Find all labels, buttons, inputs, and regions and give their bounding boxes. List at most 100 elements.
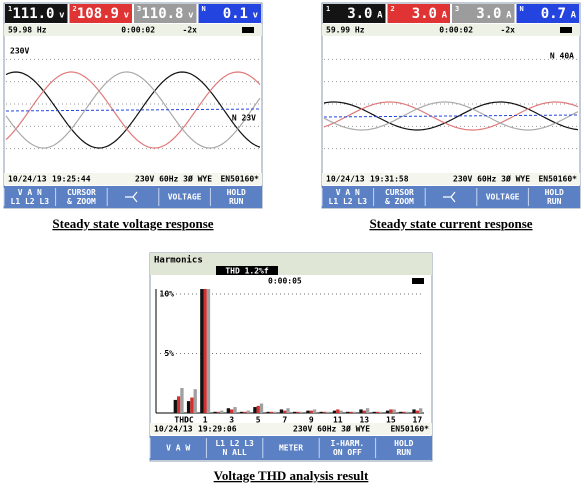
reading-unit: v <box>124 11 130 21</box>
bar <box>247 411 250 413</box>
scale-label: N 23V <box>232 114 256 123</box>
bar <box>220 411 223 413</box>
bar <box>213 412 216 413</box>
zoom: -2x <box>183 26 198 35</box>
screen-title: Harmonics <box>154 255 203 266</box>
bar <box>389 409 392 413</box>
battery-icon <box>412 278 424 284</box>
frequency: 59.99 Hz <box>326 26 365 35</box>
bar <box>313 409 316 413</box>
softkey-label: L1 L2 L3 <box>329 197 368 206</box>
softkey-label: VOLTAGE <box>168 193 202 202</box>
bar <box>346 412 349 413</box>
softkey-label: METER <box>279 444 303 453</box>
bar <box>233 407 236 413</box>
standard: EN50160* <box>390 425 429 434</box>
reading-value: 111.0 <box>12 6 54 22</box>
reading-unit: A <box>442 11 448 21</box>
reading-value: 3.0 <box>476 6 501 22</box>
bar <box>260 403 263 413</box>
bar <box>320 412 323 413</box>
bar <box>359 409 362 413</box>
reading-phase: 3 <box>455 5 459 13</box>
config: 230V 60Hz 3Ø WYE <box>293 424 370 434</box>
softkey-label: RUN <box>397 448 412 457</box>
bar <box>363 411 366 413</box>
reading-phase: N <box>202 5 206 13</box>
standard: EN50160* <box>538 175 577 184</box>
bar <box>273 412 276 413</box>
bar <box>379 412 382 413</box>
softkey-label: I-HARM. <box>331 439 365 448</box>
softkey-label: HOLD <box>227 188 246 197</box>
reading-unit: A <box>377 11 383 21</box>
reading-unit: v <box>59 11 65 21</box>
bar <box>416 411 419 413</box>
softkey-label: V A W <box>166 444 190 453</box>
bar <box>323 412 326 413</box>
bar <box>243 412 246 413</box>
softkey-label: & ZOOM <box>385 197 414 206</box>
bar <box>296 412 299 413</box>
bar <box>310 411 313 413</box>
bar <box>393 409 396 413</box>
bar <box>180 388 183 413</box>
bar <box>349 412 352 413</box>
scale-label: N 40A <box>550 52 574 61</box>
elapsed-time: 0:00:02 <box>121 26 155 35</box>
bar <box>333 411 336 413</box>
bar <box>190 398 193 413</box>
bar <box>386 411 389 413</box>
elapsed-time: 0:00:05 <box>268 277 302 286</box>
softkey-label: & ZOOM <box>67 197 96 206</box>
date: 10/24/13 <box>326 175 365 184</box>
bar <box>326 412 329 413</box>
softkey-label: RUN <box>229 197 244 206</box>
reading-value: 108.9 <box>77 6 119 22</box>
elapsed-time: 0:00:02 <box>439 26 473 35</box>
bar <box>406 412 409 413</box>
bar <box>187 401 190 413</box>
bar <box>373 412 376 413</box>
thd-badge: THD 1.2%f <box>225 267 269 276</box>
bar <box>253 407 256 413</box>
reading-value: 3.0 <box>412 6 437 22</box>
softkey-label: N ALL <box>223 448 247 457</box>
bar <box>227 408 230 413</box>
softkey-label: V A N <box>18 188 42 197</box>
caption: Steady state voltage response <box>52 216 213 231</box>
softkey-label: HOLD <box>545 188 564 197</box>
date: 10/24/13 <box>154 425 193 434</box>
bar <box>270 412 273 413</box>
bar <box>230 409 233 413</box>
caption: Steady state current response <box>369 216 532 231</box>
bar <box>300 412 303 413</box>
bar <box>336 409 339 413</box>
reading-phase: 1 <box>326 5 330 13</box>
reading-phase: 2 <box>391 5 395 13</box>
reading-value: 110.8 <box>141 6 183 22</box>
scale-label: 230V <box>10 47 29 56</box>
reading-unit: v <box>253 11 259 21</box>
softkey-label: HOLD <box>394 439 413 448</box>
reading-value: 0.7 <box>541 6 566 22</box>
frequency: 59.98 Hz <box>8 26 47 35</box>
bar <box>280 409 283 413</box>
clock: 19:29:06 <box>198 425 237 434</box>
battery-icon <box>560 27 572 33</box>
y-tick-label: 5% <box>164 349 174 358</box>
bar <box>376 412 379 413</box>
bar <box>267 412 270 413</box>
bar <box>339 411 342 413</box>
softkey-label: L1 L2 L3 <box>215 439 254 448</box>
bar <box>306 411 309 413</box>
zoom: -2x <box>501 26 516 35</box>
reading-value: 0.1 <box>223 6 248 22</box>
bar <box>240 412 243 413</box>
bar <box>399 412 402 413</box>
bar <box>174 400 177 413</box>
reading-unit: A <box>506 11 512 21</box>
date: 10/24/13 <box>8 175 47 184</box>
bar <box>194 389 197 413</box>
config: 230V 60Hz 3Ø WYE <box>135 174 212 184</box>
